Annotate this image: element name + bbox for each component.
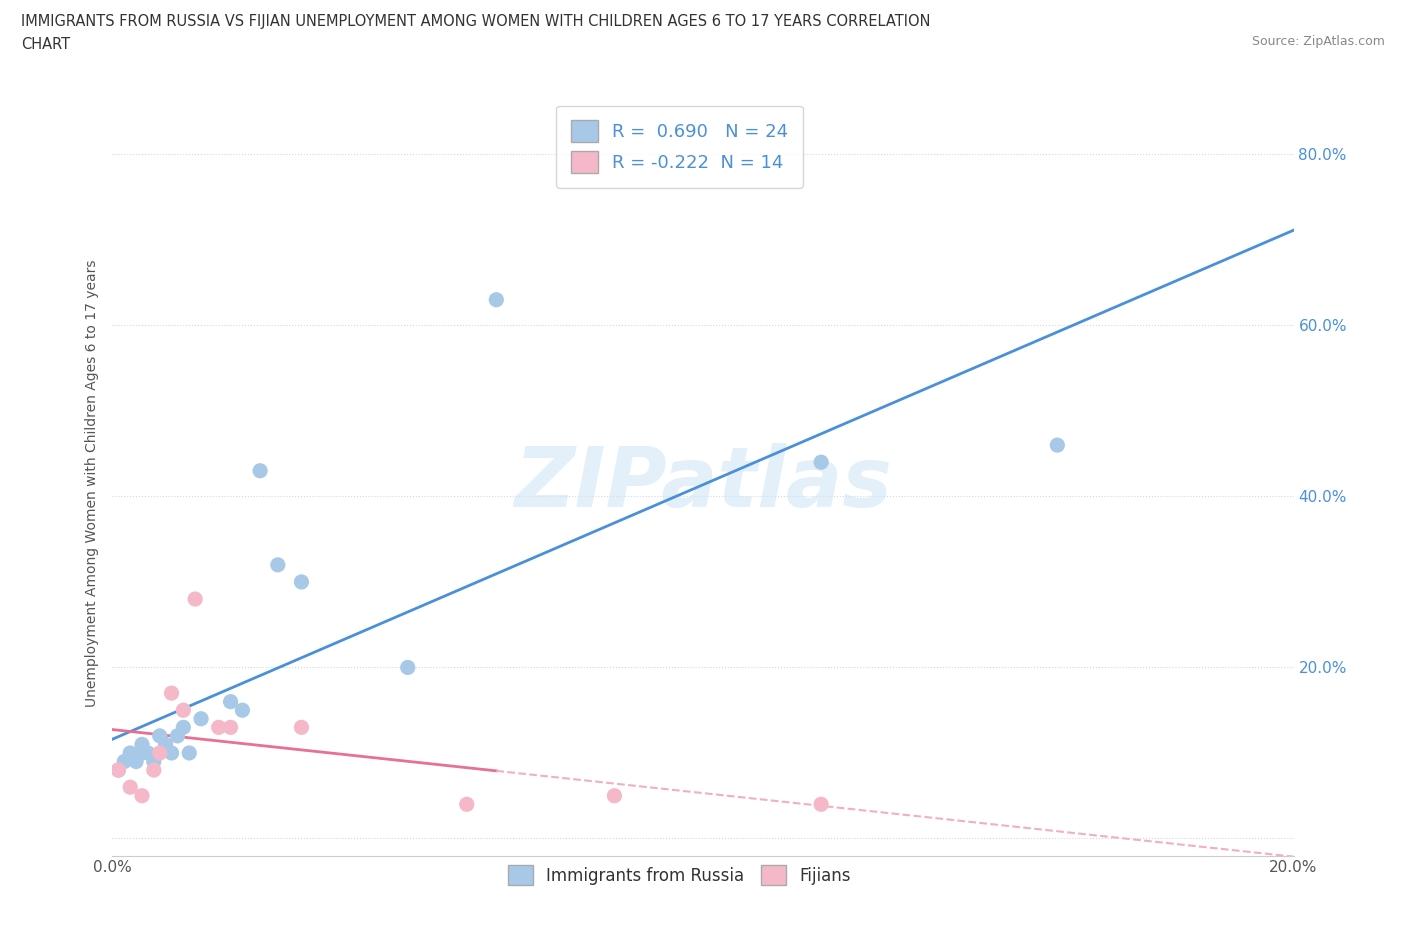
Point	[155, 737, 177, 751]
Point	[136, 746, 159, 761]
Point	[120, 746, 142, 761]
Point	[107, 763, 129, 777]
Point	[190, 711, 212, 726]
Point	[172, 703, 194, 718]
Point	[231, 703, 253, 718]
Point	[142, 763, 165, 777]
Legend: Immigrants from Russia, Fijians: Immigrants from Russia, Fijians	[501, 858, 858, 892]
Point	[142, 754, 165, 769]
Point	[485, 292, 508, 307]
Point	[172, 720, 194, 735]
Point	[160, 685, 183, 700]
Point	[149, 746, 172, 761]
Point	[810, 797, 832, 812]
Point	[131, 789, 153, 804]
Point	[166, 728, 188, 743]
Point	[290, 575, 312, 590]
Point	[267, 557, 290, 572]
Point	[131, 737, 153, 751]
Point	[219, 720, 242, 735]
Point	[112, 754, 135, 769]
Text: Source: ZipAtlas.com: Source: ZipAtlas.com	[1251, 35, 1385, 48]
Point	[396, 660, 419, 675]
Point	[149, 728, 172, 743]
Point	[179, 746, 201, 761]
Point	[1046, 438, 1069, 453]
Point	[125, 754, 148, 769]
Point	[107, 763, 129, 777]
Point	[810, 455, 832, 470]
Point	[249, 463, 271, 478]
Point	[603, 789, 626, 804]
Point	[160, 746, 183, 761]
Y-axis label: Unemployment Among Women with Children Ages 6 to 17 years: Unemployment Among Women with Children A…	[86, 259, 100, 708]
Text: CHART: CHART	[21, 37, 70, 52]
Point	[184, 591, 207, 606]
Point	[131, 746, 153, 761]
Text: IMMIGRANTS FROM RUSSIA VS FIJIAN UNEMPLOYMENT AMONG WOMEN WITH CHILDREN AGES 6 T: IMMIGRANTS FROM RUSSIA VS FIJIAN UNEMPLO…	[21, 14, 931, 29]
Point	[456, 797, 478, 812]
Point	[208, 720, 231, 735]
Point	[120, 779, 142, 794]
Point	[290, 720, 312, 735]
Text: ZIPatlas: ZIPatlas	[515, 443, 891, 525]
Point	[219, 694, 242, 709]
